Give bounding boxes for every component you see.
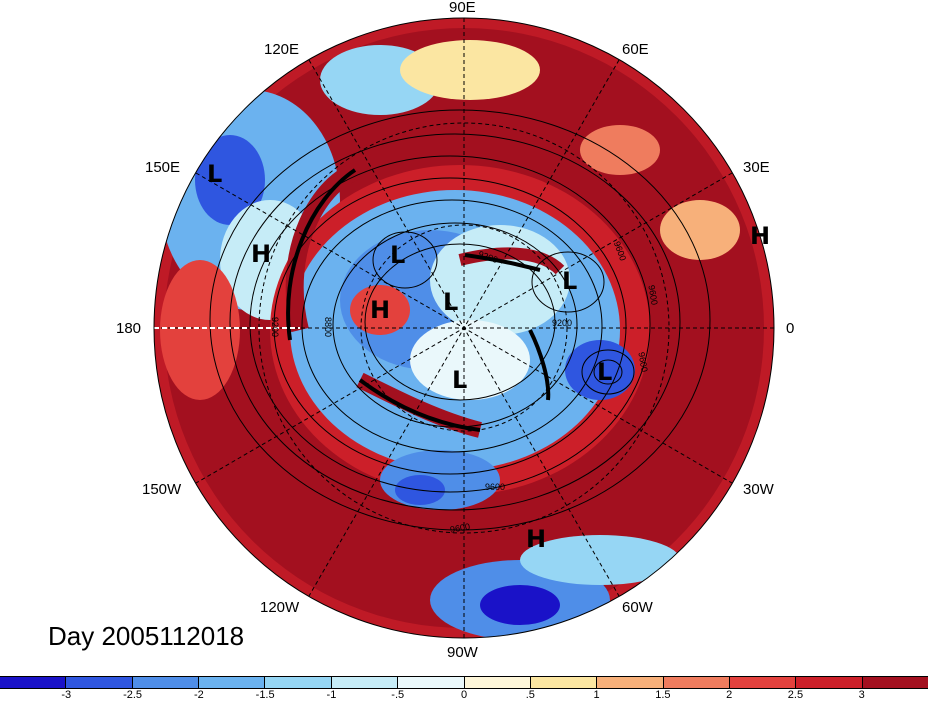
colorbar-tick-label: -.5 — [391, 689, 405, 701]
high-center: H — [251, 240, 272, 268]
lon-label-90e: 90E — [449, 0, 476, 16]
colorbar — [0, 676, 928, 689]
low-center: L — [207, 160, 223, 188]
colorbar-bin — [199, 677, 266, 688]
lon-label-60w: 60W — [622, 599, 653, 616]
low-center: L — [597, 358, 613, 386]
lon-label-90w: 90W — [447, 644, 478, 661]
lon-label-30e: 30E — [743, 159, 770, 176]
colorbar-bin — [530, 677, 598, 688]
contour-label: 9600 — [485, 482, 506, 492]
colorbar-tick-label: -2 — [193, 689, 204, 701]
colorbar-tick-label: -2.5 — [123, 689, 143, 701]
colorbar-tick-label: -1 — [326, 689, 337, 701]
lon-label-120w: 120W — [260, 599, 300, 616]
jet-contours — [286, 168, 551, 432]
high-center: H — [750, 222, 771, 250]
graticule — [154, 18, 774, 638]
contour-label: 9200 — [552, 318, 573, 328]
date-label: Day 2005112018 — [48, 621, 245, 651]
colorbar-bin — [597, 677, 664, 688]
lon-label-180: 180 — [116, 320, 142, 337]
low-center: L — [443, 288, 459, 316]
colorbar-bin — [265, 677, 332, 688]
colorbar-bin — [0, 677, 67, 688]
colorbar-tick-label: 3 — [858, 689, 865, 701]
colorbar-tick-label: 2 — [726, 689, 733, 701]
high-center: H — [370, 296, 391, 324]
low-center: L — [452, 366, 468, 394]
colorbar-bin — [132, 677, 200, 688]
colorbar-tick-label: 1.5 — [655, 689, 671, 701]
colorbar-bin — [331, 677, 399, 688]
lon-label-150w: 150W — [142, 481, 182, 498]
lon-label-60e: 60E — [622, 41, 649, 58]
low-center: L — [562, 267, 578, 295]
lon-label-120e: 120E — [264, 41, 300, 58]
colorbar-tick-label: 1 — [593, 689, 600, 701]
colorbar-tick-label: .5 — [525, 689, 535, 701]
colorbar-tick-label: 2.5 — [787, 689, 804, 701]
colorbar-bin — [663, 677, 730, 688]
lon-label-30w: 30W — [743, 481, 774, 498]
lon-label-150e: 150E — [145, 159, 181, 176]
high-center: H — [526, 525, 547, 553]
colorbar-bin — [796, 677, 863, 688]
low-center: L — [390, 241, 406, 269]
contour-label: 9200 — [270, 316, 281, 338]
colorbar-bin — [862, 677, 928, 688]
colorbar-tick-label: -1.5 — [255, 689, 275, 701]
colorbar-tick-label: -3 — [61, 689, 72, 701]
polar-map — [153, 17, 775, 639]
lon-label-0: 0 — [786, 320, 795, 337]
colorbar-bin — [66, 677, 133, 688]
colorbar-bin — [398, 677, 465, 688]
colorbar-tick-label: 0 — [460, 689, 468, 701]
colorbar-bin — [464, 677, 531, 688]
contour-label: 8800 — [323, 316, 334, 338]
colorbar-bin — [729, 677, 797, 688]
